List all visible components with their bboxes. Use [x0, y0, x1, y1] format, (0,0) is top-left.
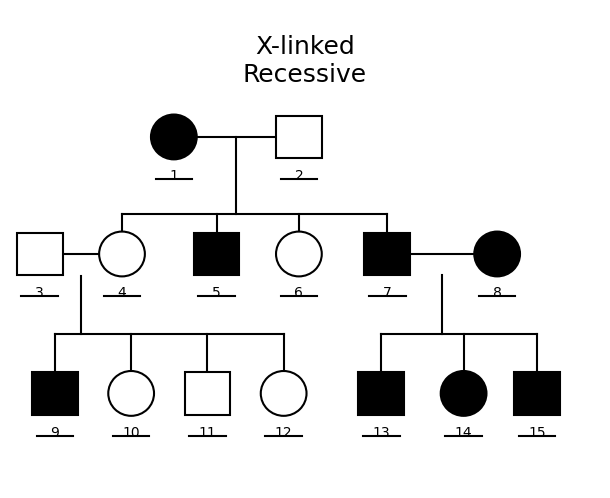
- Text: 13: 13: [373, 426, 390, 440]
- Text: 12: 12: [275, 426, 292, 440]
- FancyBboxPatch shape: [359, 373, 404, 414]
- FancyBboxPatch shape: [365, 233, 410, 275]
- Text: 15: 15: [528, 426, 545, 440]
- FancyBboxPatch shape: [32, 373, 78, 414]
- Text: 11: 11: [198, 426, 217, 440]
- Ellipse shape: [261, 371, 307, 416]
- FancyBboxPatch shape: [276, 116, 322, 158]
- FancyBboxPatch shape: [514, 373, 559, 414]
- Ellipse shape: [109, 371, 154, 416]
- FancyBboxPatch shape: [17, 233, 63, 275]
- Text: 7: 7: [383, 286, 392, 300]
- Ellipse shape: [440, 371, 487, 416]
- Text: 5: 5: [212, 286, 221, 300]
- Text: 4: 4: [118, 286, 126, 300]
- Text: 10: 10: [123, 426, 140, 440]
- Ellipse shape: [151, 115, 196, 159]
- Text: 9: 9: [51, 426, 59, 440]
- Text: 6: 6: [295, 286, 303, 300]
- Text: 14: 14: [455, 426, 472, 440]
- Text: 8: 8: [493, 286, 501, 300]
- Ellipse shape: [99, 232, 145, 276]
- Ellipse shape: [475, 232, 520, 276]
- Text: 1: 1: [170, 169, 178, 183]
- FancyBboxPatch shape: [185, 373, 231, 414]
- Text: X-linked
Recessive: X-linked Recessive: [243, 35, 367, 87]
- Text: 2: 2: [295, 169, 303, 183]
- FancyBboxPatch shape: [194, 233, 239, 275]
- Ellipse shape: [276, 232, 322, 276]
- Text: 3: 3: [35, 286, 44, 300]
